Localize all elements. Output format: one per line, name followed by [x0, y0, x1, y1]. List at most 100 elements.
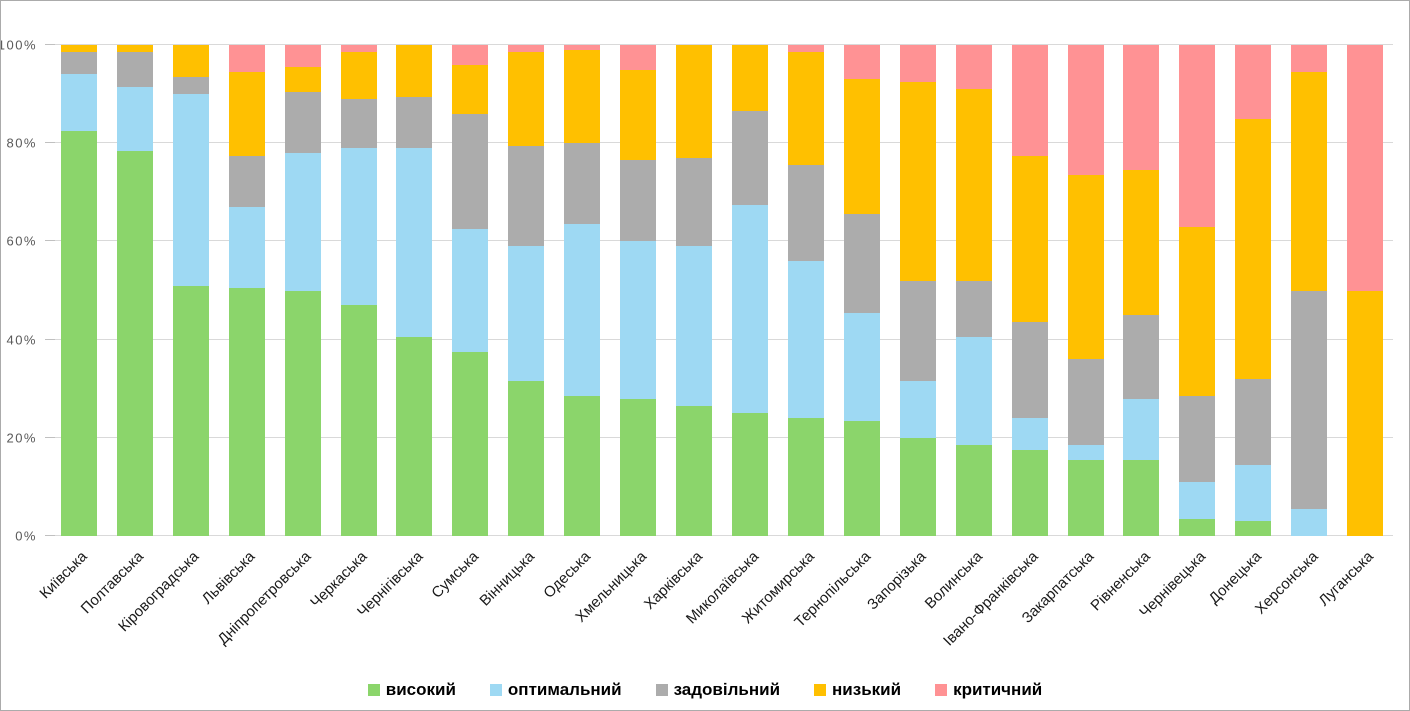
- legend-label: високий: [385, 680, 456, 699]
- plot-area: 0% 20% 40% 60% 80% 100% Київська Полтавська Кір…: [1, 38, 1393, 650]
- bar-segment-оптимальний: [1235, 464, 1272, 522]
- bar-segment-задовільний: [452, 113, 489, 230]
- bar-segment-задовільний: [955, 280, 992, 338]
- stacked-bar: [843, 45, 880, 536]
- stacked-bar: [116, 45, 153, 536]
- stacked-bar: [1291, 45, 1328, 536]
- bar-segment-високий: [1235, 521, 1272, 536]
- bar-segment-високий: [620, 398, 657, 536]
- bar-segment-задовільний: [1067, 359, 1104, 446]
- bar-segment-критичний: [1347, 45, 1384, 291]
- bar-slot-24: [1337, 45, 1393, 536]
- bar-slot-7: [387, 45, 443, 536]
- bar-segment-високий: [843, 420, 880, 536]
- bar-segment-задовільний: [1291, 290, 1328, 509]
- x-axis-category-label: Одеська: [540, 548, 595, 602]
- bar-segment-низький: [284, 67, 321, 92]
- gridline-0: [51, 535, 1393, 536]
- bar-segment-оптимальний: [1067, 445, 1104, 460]
- bar-segment-оптимальний: [676, 246, 713, 406]
- bar-segment-критичний: [452, 45, 489, 65]
- stacked-bar: [787, 45, 824, 536]
- stacked-bar: [732, 45, 769, 536]
- bar-segment-задовільний: [620, 160, 657, 242]
- bar-segment-критичний: [1291, 45, 1328, 73]
- legend-label: низький: [832, 680, 902, 699]
- bar-segment-високий: [899, 437, 936, 536]
- bar-segment-оптимальний: [1123, 398, 1160, 460]
- gridline-80: [51, 142, 1393, 144]
- stacked-bar: [452, 45, 489, 536]
- stacked-bar: [620, 45, 657, 536]
- bar-segment-високий: [60, 130, 97, 536]
- bar-segment-низький: [1347, 290, 1384, 536]
- bar-segment-оптимальний: [1291, 509, 1328, 536]
- bar-segment-високий: [676, 405, 713, 536]
- bar-segment-задовільний: [228, 155, 265, 208]
- bar-segment-оптимальний: [172, 94, 209, 286]
- bar-segment-високий: [116, 150, 153, 536]
- legend-swatch-icon: [655, 684, 668, 696]
- legend-item-оптимальний: оптимальний: [489, 680, 622, 700]
- bar-segment-задовільний: [676, 157, 713, 247]
- bar-slot-20: [1114, 45, 1170, 536]
- bar-segment-низький: [955, 89, 992, 281]
- bar-segment-низький: [1235, 118, 1272, 379]
- bar-segment-оптимальний: [228, 207, 265, 289]
- bar-segment-високий: [955, 445, 992, 536]
- bar-segment-високий: [340, 305, 377, 536]
- x-axis-category-label: Івано-Франківська: [940, 548, 1042, 650]
- stacked-bar: [284, 45, 321, 536]
- bar-segment-високий: [508, 381, 545, 536]
- stacked-bar: [955, 45, 992, 536]
- stacked-bar: [228, 45, 265, 536]
- bar-segment-критичний: [899, 45, 936, 82]
- bar-segment-задовільний: [1011, 322, 1048, 419]
- x-axis-category-label: Луганська: [1315, 548, 1378, 610]
- bar-segment-задовільний: [1179, 396, 1216, 483]
- stacked-bar: [1235, 45, 1272, 536]
- bar-segment-задовільний: [508, 145, 545, 247]
- bar-segment-високий: [732, 413, 769, 536]
- bar-segment-оптимальний: [1011, 418, 1048, 451]
- bar-segment-критичний: [1067, 45, 1104, 176]
- x-axis-category-label: Вінницька: [476, 548, 539, 610]
- bar-slot-17: [946, 45, 1002, 536]
- y-tick-mark: [45, 142, 55, 144]
- bar-segment-низький: [1067, 175, 1104, 360]
- y-axis-tick-label: 80%: [6, 135, 37, 151]
- bar-segment-задовільний: [284, 91, 321, 154]
- bar-slot-6: [331, 45, 387, 536]
- bar-slot-3: [163, 45, 219, 536]
- bar-segment-низький: [1291, 72, 1328, 291]
- legend: високий оптимальний задовільний низький крит…: [1, 680, 1409, 700]
- bar-segment-низький: [60, 45, 97, 53]
- bar-segment-високий: [1179, 518, 1216, 536]
- bar-segment-високий: [564, 396, 601, 536]
- y-axis-tick-label: 100%: [0, 37, 37, 53]
- stacked-bar: [172, 45, 209, 536]
- legend-label: критичний: [953, 680, 1043, 699]
- y-axis-tick-label: 40%: [6, 332, 37, 348]
- gridline-20: [51, 436, 1393, 438]
- legend-item-високий: високий: [367, 680, 456, 700]
- legend-swatch-icon: [935, 684, 948, 696]
- bar-segment-критичний: [1235, 45, 1272, 119]
- stacked-bar: [340, 45, 377, 536]
- x-axis-category-label: Донецька: [1205, 548, 1266, 608]
- bar-segment-низький: [732, 45, 769, 112]
- bar-segment-оптимальний: [340, 148, 377, 306]
- gridline-40: [51, 338, 1393, 340]
- bar-segment-критичний: [843, 45, 880, 80]
- x-axis-category-label: Київська: [36, 548, 91, 603]
- bar-segment-низький: [899, 81, 936, 281]
- y-tick-mark: [45, 535, 55, 536]
- gridline-100: [51, 44, 1393, 45]
- stacked-bar: [1011, 45, 1048, 536]
- bar-segment-оптимальний: [843, 312, 880, 421]
- legend-item-низький: низький: [814, 680, 901, 700]
- y-tick-mark: [45, 44, 55, 45]
- bar-segment-критичний: [1011, 45, 1048, 156]
- bar-segment-високий: [172, 285, 209, 536]
- bar-segment-високий: [1011, 450, 1048, 536]
